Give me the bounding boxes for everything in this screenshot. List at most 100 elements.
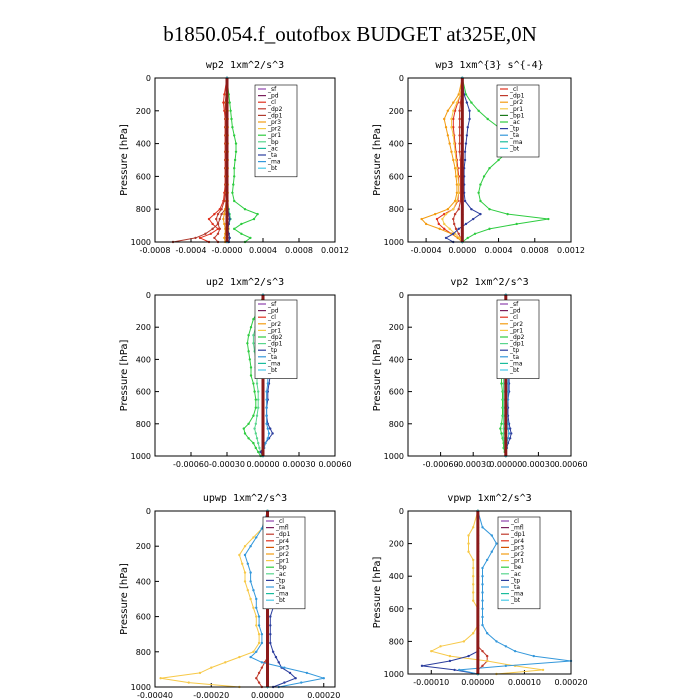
legend-label: _bt xyxy=(267,165,278,172)
data-point xyxy=(240,232,243,235)
x-tick-label: 0.00020 xyxy=(554,678,587,687)
x-tick-label: 0.0004 xyxy=(485,246,513,255)
legend-label: _pr2 xyxy=(267,126,281,133)
data-point xyxy=(506,427,510,430)
data-point xyxy=(448,654,452,658)
data-point xyxy=(467,654,470,658)
legend-label: _pr2 xyxy=(267,321,281,328)
x-tick-label: 0.00000 xyxy=(461,678,494,687)
y-tick-label: 400 xyxy=(389,572,404,581)
data-point xyxy=(252,317,255,321)
data-point xyxy=(486,117,489,121)
legend-label: _ta xyxy=(275,584,285,591)
data-point xyxy=(194,236,197,240)
data-point xyxy=(485,632,489,635)
legend-label: _pd xyxy=(267,308,279,315)
data-point xyxy=(507,432,511,435)
data-point xyxy=(466,126,469,129)
data-point xyxy=(257,641,261,645)
data-point xyxy=(228,101,231,104)
chart-panel-5: upwp 1xm^2/s^3 Pressure [hPa] 0 200 400 600 80… xyxy=(119,493,340,700)
data-point xyxy=(465,101,469,104)
x-tick-label: -0.0004 xyxy=(411,246,442,255)
data-point xyxy=(233,175,236,178)
data-point xyxy=(433,212,437,216)
plot-frame xyxy=(154,294,336,457)
legend-box xyxy=(254,299,298,379)
data-point xyxy=(257,615,261,618)
legend-label: _ac xyxy=(267,145,278,152)
data-point xyxy=(269,615,272,618)
chart-panel-6: vpwp 1xm^2/s^3 Pressure [hPa] 0 200 400 600 80… xyxy=(372,493,588,687)
legend-label: _cl xyxy=(267,99,276,106)
data-point xyxy=(458,117,461,121)
legend-label: _tp xyxy=(510,577,520,584)
x-tick-label: -0.00010 xyxy=(413,678,449,687)
data-point xyxy=(248,358,251,361)
data-point xyxy=(506,212,509,216)
data-point xyxy=(242,427,245,430)
data-point xyxy=(457,208,460,211)
data-point xyxy=(500,432,503,435)
legend-label: _bp xyxy=(275,564,287,571)
data-point xyxy=(479,199,482,203)
data-point xyxy=(497,158,500,162)
legend-label: _pr2 xyxy=(275,551,289,558)
data-point xyxy=(472,599,475,602)
x-tick-label: 0.00010 xyxy=(508,678,541,687)
data-point xyxy=(481,575,484,578)
data-point xyxy=(254,398,257,401)
data-point xyxy=(274,655,278,659)
data-point xyxy=(249,374,253,377)
y-tick-label: 600 xyxy=(389,388,404,397)
data-point xyxy=(222,217,225,221)
data-point xyxy=(454,227,458,231)
data-point xyxy=(455,167,459,170)
x-tick-label: 0.00000 xyxy=(246,460,279,469)
data-point xyxy=(233,158,237,162)
data-point xyxy=(515,222,518,226)
legend-label: _pr1 xyxy=(509,327,523,334)
data-point xyxy=(488,167,491,170)
legend-label: _tp xyxy=(509,126,519,133)
data-point xyxy=(260,661,264,664)
data-point xyxy=(464,222,468,226)
legend-label: _bp1 xyxy=(509,112,525,119)
chart-title: vpwp 1xm^2/s^3 xyxy=(447,493,531,504)
y-tick-label: 0 xyxy=(146,74,151,83)
data-point xyxy=(322,677,325,680)
y-axis-label: Pressure [hPa] xyxy=(119,340,130,412)
data-point xyxy=(502,422,505,425)
data-point xyxy=(294,677,297,680)
y-tick-label: 800 xyxy=(136,420,151,429)
data-point xyxy=(500,422,503,425)
x-tick-label: -0.00030 xyxy=(209,460,245,469)
x-tick-label: -0.00060 xyxy=(173,460,209,469)
data-point xyxy=(243,553,247,557)
data-point xyxy=(510,432,513,435)
data-point xyxy=(502,427,505,430)
data-point xyxy=(446,208,450,211)
data-point xyxy=(485,558,489,562)
y-tick-label: 200 xyxy=(136,107,151,116)
x-tick-label: 0.00060 xyxy=(318,460,351,469)
data-point xyxy=(473,232,477,235)
data-point xyxy=(458,668,461,672)
legend-label: _pr4 xyxy=(510,538,524,545)
y-tick-label: 800 xyxy=(389,205,404,214)
y-tick-label: 200 xyxy=(389,107,404,116)
y-tick-label: 1000 xyxy=(131,238,151,247)
x-tick-label: 0.0000 xyxy=(448,246,476,255)
data-point xyxy=(204,232,207,235)
legend-label: _bt xyxy=(510,597,521,604)
data-point xyxy=(444,126,448,129)
data-point xyxy=(455,191,459,194)
data-point xyxy=(300,681,303,684)
legend-label: _pr1 xyxy=(509,106,523,113)
y-axis-label: Pressure [hPa] xyxy=(372,557,383,629)
data-point xyxy=(260,641,264,645)
legend-label: _ta xyxy=(267,152,277,159)
y-axis-label: Pressure [hPa] xyxy=(119,563,130,635)
legend-label: _pr2 xyxy=(509,321,523,328)
